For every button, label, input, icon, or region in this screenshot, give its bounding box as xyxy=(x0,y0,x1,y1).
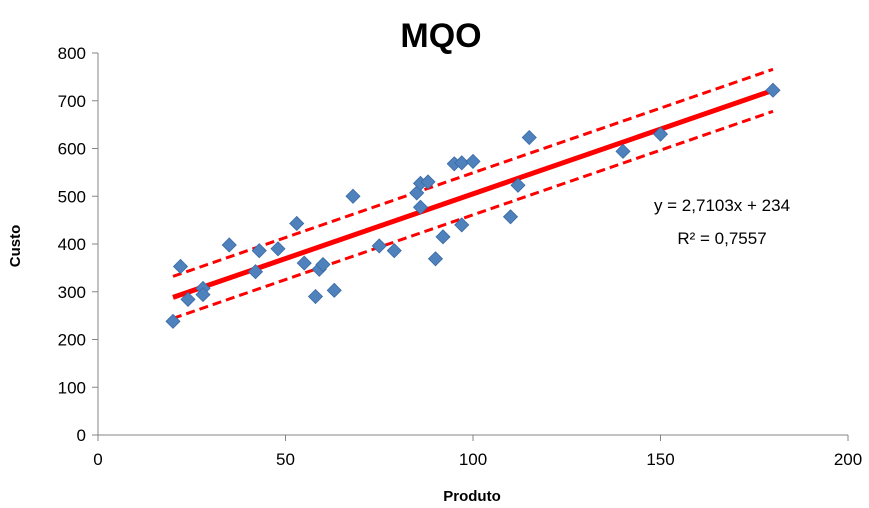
regression-line xyxy=(172,87,774,300)
x-tick-label: 100 xyxy=(459,450,487,469)
r-squared-label: R² = 0,7557 xyxy=(677,229,766,248)
y-tick-label: 700 xyxy=(58,92,86,111)
x-axis-title: Produto xyxy=(443,488,501,505)
y-tick-label: 600 xyxy=(58,140,86,159)
x-tick-label: 200 xyxy=(834,450,862,469)
data-point xyxy=(521,129,537,146)
data-point xyxy=(371,238,387,254)
y-tick-label: 0 xyxy=(77,426,86,445)
data-point xyxy=(427,251,444,267)
y-tick-label: 400 xyxy=(58,235,86,254)
regression-line-group xyxy=(172,87,774,300)
y-tick-label: 200 xyxy=(58,331,86,350)
data-point xyxy=(502,209,519,225)
axes: 0 50 100 150 200 0 100 200 300 400 500 600 700 800 xyxy=(58,44,863,469)
data-point xyxy=(615,143,631,159)
data-point xyxy=(454,217,470,233)
data-point xyxy=(412,199,429,215)
y-tick-label: 800 xyxy=(58,44,86,63)
lower-band-line xyxy=(172,109,774,320)
data-point xyxy=(435,229,451,245)
data-point xyxy=(296,255,312,271)
data-point xyxy=(251,243,267,259)
data-point xyxy=(510,177,526,193)
data-point xyxy=(172,258,189,275)
y-axis-title: Custo xyxy=(7,225,24,268)
data-point xyxy=(270,241,286,257)
data-point xyxy=(307,288,324,305)
data-point xyxy=(180,291,196,307)
data-point xyxy=(386,243,402,259)
data-point xyxy=(465,153,481,169)
data-point xyxy=(326,282,342,298)
data-point xyxy=(165,313,181,329)
y-tick-label: 500 xyxy=(58,187,86,206)
data-point xyxy=(247,264,264,280)
y-tick-label: 300 xyxy=(58,283,86,302)
data-point xyxy=(420,174,436,190)
x-tick-label: 150 xyxy=(646,450,674,469)
data-point xyxy=(652,126,669,142)
data-point xyxy=(221,237,237,253)
data-point xyxy=(315,256,331,273)
data-points xyxy=(165,82,781,329)
confidence-bands xyxy=(172,67,774,320)
x-tick-label: 50 xyxy=(276,450,295,469)
data-point xyxy=(765,82,781,98)
regression-equation: y = 2,7103x + 234 xyxy=(654,196,790,215)
data-point xyxy=(345,188,361,204)
chart-title: MQO xyxy=(400,17,481,55)
x-tick-label: 0 xyxy=(93,450,102,469)
data-point xyxy=(289,215,305,232)
y-tick-label: 100 xyxy=(58,378,86,397)
upper-band-line xyxy=(172,67,774,278)
data-point xyxy=(195,287,211,303)
